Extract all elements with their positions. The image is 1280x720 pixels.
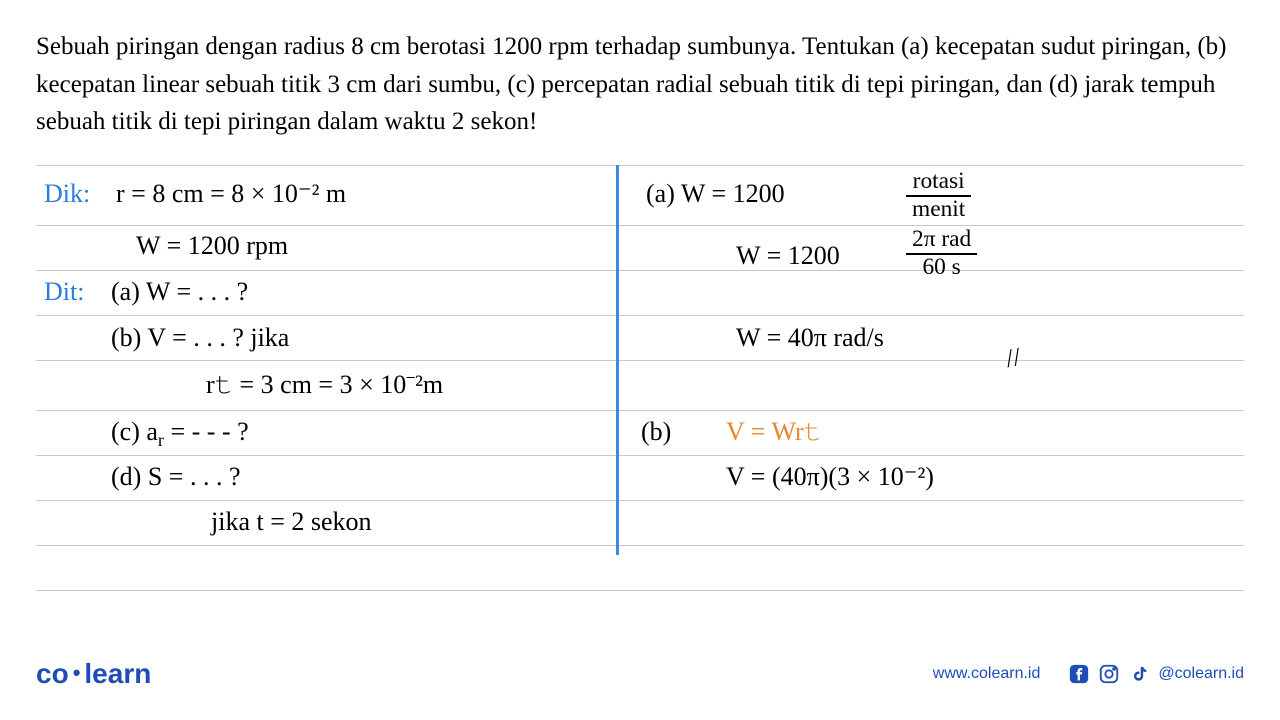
colearn-logo: co•learn [36,658,151,690]
worksheet-area: Dik: r = 8 cm = 8 × 10⁻² m W = 1200 rpm … [36,165,1244,605]
notebook-line [36,225,1244,226]
notebook-line [36,315,1244,316]
right-line-1-frac: rotasimenit [906,169,971,222]
dik-label: Dik: [44,179,90,209]
column-divider [616,165,619,555]
footer: co•learn www.colearn.id @colearn.id [36,658,1244,690]
right-line-5: V = (40π)(3 × 10⁻²) [726,462,934,492]
notebook-line [36,500,1244,501]
left-line-8: jika t = 2 sekon [211,507,372,537]
notebook-line [36,360,1244,361]
question-text: Sebuah piringan dengan radius 8 cm berot… [0,0,1280,151]
left-line-7: (d) S = . . . ? [111,462,240,492]
right-line-3: W = 40π rad/s [736,323,884,353]
instagram-icon [1098,663,1120,685]
left-line-2: W = 1200 rpm [136,231,288,261]
facebook-icon [1068,663,1090,685]
double-underline: // [1004,342,1023,374]
social-group: @colearn.id [1068,663,1244,685]
left-line-6: (c) ar = - - - ? [111,417,249,451]
footer-url: www.colearn.id [933,665,1041,683]
tiktok-icon [1128,663,1150,685]
logo-learn: learn [84,658,151,689]
right-line-2-frac: 2π rad60 s [906,227,977,280]
notebook-line [36,455,1244,456]
logo-co: co [36,658,69,689]
notebook-line [36,270,1244,271]
footer-right: www.colearn.id @colearn.id [933,663,1244,685]
left-line-4: (b) V = . . . ? jika [111,323,289,353]
logo-dot: • [69,660,85,685]
notebook-line [36,410,1244,411]
right-line-1a: (a) W = 1200 [646,179,785,209]
left-line-3: (a) W = . . . ? [111,277,248,307]
right-line-4a: (b) [641,417,671,447]
notebook-line [36,545,1244,546]
right-line-2a: W = 1200 [736,241,840,271]
notebook-line [36,165,1244,166]
right-line-4b: V = Wr𝚝 [726,417,822,448]
left-line-1: r = 8 cm = 8 × 10⁻² m [116,179,346,209]
dit-label: Dit: [44,277,84,307]
social-handle: @colearn.id [1158,665,1244,683]
left-line-5: r𝚝 = 3 cm = 3 × 10⁻²m [206,370,443,401]
notebook-line [36,590,1244,591]
